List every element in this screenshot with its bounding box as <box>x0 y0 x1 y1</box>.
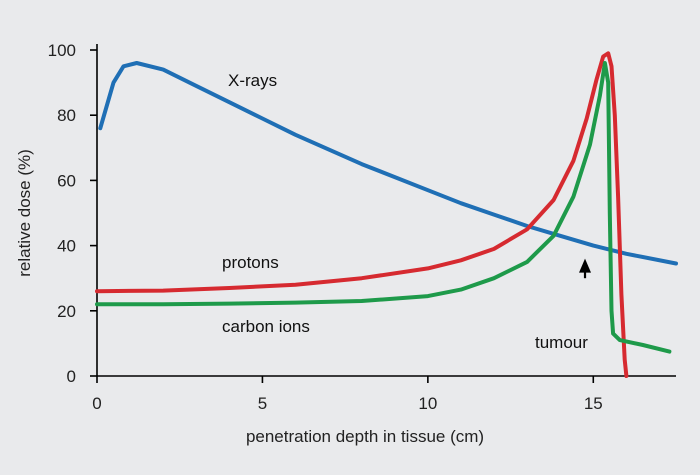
x-tick-label: 5 <box>258 394 267 413</box>
series-label-protons: protons <box>222 253 279 272</box>
series-label-carbon-ions: carbon ions <box>222 317 310 336</box>
y-tick-label: 20 <box>57 302 76 321</box>
y-tick-label: 100 <box>48 41 76 60</box>
y-tick-label: 40 <box>57 237 76 256</box>
series-line-carbon-ions <box>95 61 672 354</box>
tumour-label: tumour <box>535 333 588 352</box>
axes <box>96 44 676 377</box>
y-tick-label: 0 <box>67 367 76 386</box>
series-line-x-rays <box>98 61 678 266</box>
y-tick-label: 60 <box>57 171 76 190</box>
x-axis-title: penetration depth in tissue (cm) <box>246 427 484 446</box>
x-tick-label: 0 <box>92 394 101 413</box>
series-line-protons <box>95 51 629 378</box>
series-lines <box>95 51 678 378</box>
y-axis-title: relative dose (%) <box>15 149 34 277</box>
y-tick-label: 80 <box>57 106 76 125</box>
x-tick-label: 10 <box>418 394 437 413</box>
x-tick-label: 15 <box>584 394 603 413</box>
labels: penetration depth in tissue (cm) relativ… <box>15 71 588 446</box>
ticks: 0 5 10 15 0 20 40 60 80 100 <box>48 41 603 413</box>
annotation-arrow <box>579 258 592 279</box>
tumour-arrow-head <box>579 258 592 273</box>
series-label-x-rays: X-rays <box>228 71 277 90</box>
